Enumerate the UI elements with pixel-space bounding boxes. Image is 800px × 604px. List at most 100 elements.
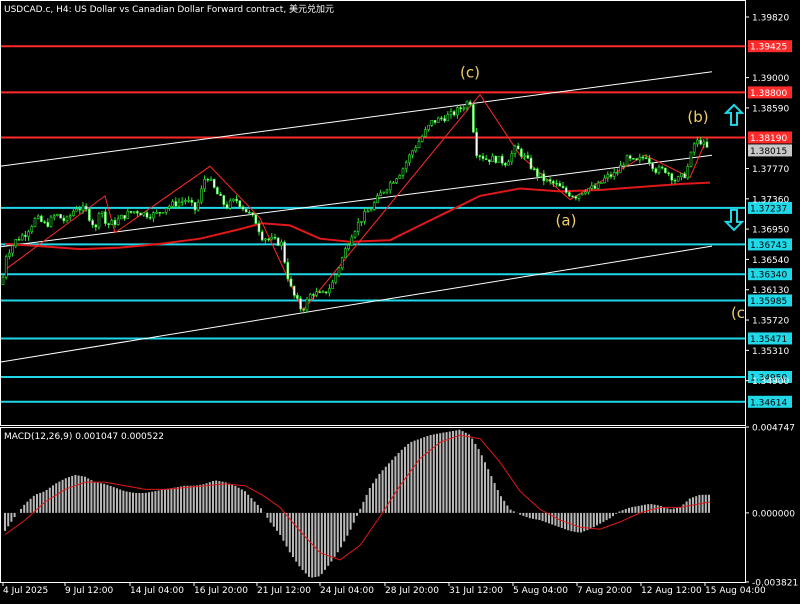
resistance-price-tag xyxy=(748,131,792,144)
price-candle xyxy=(619,161,622,173)
candle-body xyxy=(308,294,312,300)
candle-body xyxy=(372,202,376,210)
candle-body xyxy=(168,205,171,209)
price-candle xyxy=(696,136,699,148)
support-price-label: 1.34950 xyxy=(750,373,787,383)
candles-layer xyxy=(1,99,709,314)
candle-body xyxy=(641,156,645,159)
support-price-tag xyxy=(748,395,792,408)
candle-body xyxy=(33,217,37,227)
time-axis-tick-label: 5 Aug 04:00 xyxy=(513,586,568,596)
price-candle xyxy=(427,124,430,132)
price-candle xyxy=(657,164,661,175)
candle-body xyxy=(401,168,405,176)
price-candle xyxy=(225,201,229,210)
price-candle xyxy=(97,211,101,230)
candle-body xyxy=(142,212,146,216)
candle-body xyxy=(347,245,350,250)
candle-body xyxy=(244,208,248,213)
support-price-tag xyxy=(748,294,792,307)
candle-body xyxy=(577,194,581,199)
price-candle xyxy=(686,163,690,180)
candle-body xyxy=(267,238,270,241)
candle-body xyxy=(625,155,629,166)
candle-body xyxy=(689,151,693,167)
price-candle xyxy=(184,198,187,205)
price-candle xyxy=(14,239,18,249)
price-candle xyxy=(292,285,296,299)
candle-body xyxy=(628,155,632,159)
candle-body xyxy=(132,211,136,213)
resistance-price-label: 1.38190 xyxy=(750,134,787,144)
candle-body xyxy=(606,174,610,179)
candle-body xyxy=(593,185,597,189)
price-candle xyxy=(241,205,245,212)
price-candle xyxy=(353,230,357,239)
candle-body xyxy=(228,200,232,209)
price-candle xyxy=(120,214,123,220)
price-axis-tick-label: 1.35310 xyxy=(752,347,789,357)
price-candle xyxy=(593,183,597,190)
candle-body xyxy=(276,237,280,246)
candle-body xyxy=(209,179,213,181)
price-candle xyxy=(433,120,437,125)
price-candle xyxy=(705,137,709,149)
price-candle xyxy=(651,162,654,172)
price-axis-tick-label: 1.37770 xyxy=(752,165,789,175)
price-candle xyxy=(312,292,315,300)
candle-body xyxy=(184,200,187,202)
price-candle xyxy=(488,159,491,165)
price-candle xyxy=(81,201,85,214)
price-candle xyxy=(155,209,158,214)
price-candle xyxy=(1,274,5,286)
candle-body xyxy=(446,114,450,122)
candle-body xyxy=(264,238,267,241)
candle-body xyxy=(97,213,101,228)
candle-body xyxy=(315,291,318,296)
price-candle xyxy=(17,236,21,241)
price-candle xyxy=(84,203,88,212)
candle-body xyxy=(353,231,357,238)
candle-body xyxy=(555,183,558,185)
candle-body xyxy=(622,164,626,167)
candle-body xyxy=(657,166,661,173)
price-candle xyxy=(267,237,270,242)
price-candle xyxy=(168,204,171,211)
candle-body xyxy=(494,155,498,163)
price-candle xyxy=(558,180,562,187)
candle-body xyxy=(481,155,485,159)
price-candle xyxy=(513,144,517,158)
candle-body xyxy=(238,200,242,208)
price-candle xyxy=(65,215,69,223)
price-candle xyxy=(606,171,610,182)
price-candle xyxy=(299,296,302,312)
levels-layer: 1.39425 1.38800 1.38190 1.37237 1.36743 1.363… xyxy=(0,40,792,408)
candle-body xyxy=(225,204,229,209)
candle-body xyxy=(334,274,338,283)
candle-body xyxy=(40,215,43,222)
price-candle xyxy=(344,246,347,259)
price-candle xyxy=(670,172,674,185)
price-candle xyxy=(516,142,520,150)
resistance-price-tag xyxy=(748,40,792,53)
resistance-price-label: 1.39425 xyxy=(750,43,787,53)
price-candle xyxy=(24,231,27,241)
candle-body xyxy=(116,218,120,225)
price-candle xyxy=(296,292,299,301)
price-candle xyxy=(187,196,190,203)
candle-body xyxy=(113,220,117,225)
price-candle xyxy=(360,221,363,227)
candle-body xyxy=(123,215,126,219)
macd-title: MACD(12,26,9) 0.001047 0.000522 xyxy=(4,432,164,442)
price-candle xyxy=(142,212,146,217)
price-candle xyxy=(545,178,549,183)
candle-body xyxy=(145,212,149,218)
candle-body xyxy=(84,205,88,210)
price-candle xyxy=(382,191,386,195)
price-candle xyxy=(552,179,555,187)
price-candle xyxy=(72,209,75,217)
price-candle xyxy=(171,199,174,209)
price-axis-tick-label: 1.36540 xyxy=(752,256,789,266)
price-candle xyxy=(436,116,440,123)
